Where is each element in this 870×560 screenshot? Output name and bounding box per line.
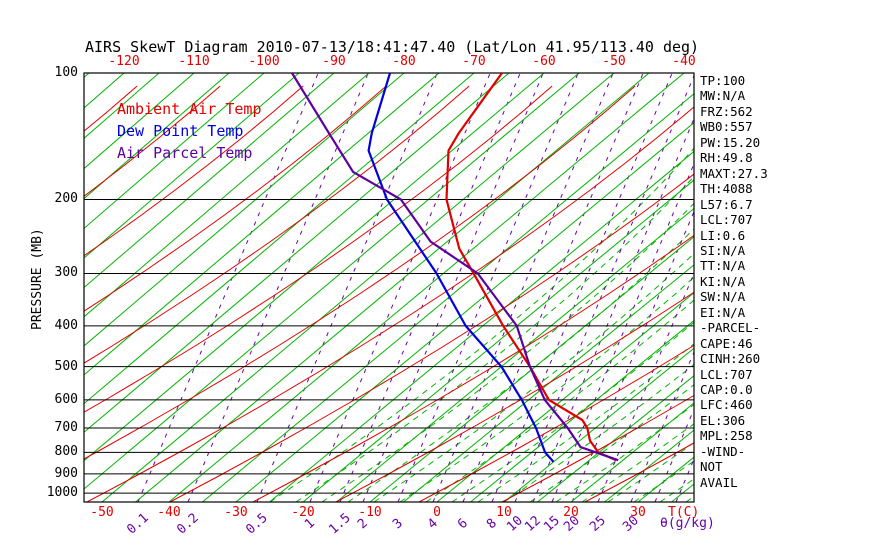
parcel-temp-curve [291,73,619,462]
stat--parcel-: -PARCEL- [700,320,761,336]
pressure-tick-1000: 1000 [46,485,78,501]
pressure-tick-500: 500 [54,358,78,374]
stat-tt-n-a: TT:N/A [700,258,746,274]
stat--wind-: -WIND- [700,443,746,459]
stat-lcl-707: LCL:707 [700,212,753,228]
stat-avail: AVAIL [700,474,738,490]
stat-cape-46: CAPE:46 [700,335,753,351]
stat-cinh-260: CINH:260 [700,351,761,367]
ambient-temp-curve [445,73,617,462]
bottom-temp-tick-20: 20 [563,505,579,520]
legend-parcel: Air Parcel Temp [117,144,253,162]
pressure-tick-300: 300 [54,265,78,281]
stat-li-0-6: LI:0.6 [700,227,746,243]
stat-wb0-557: WB0:557 [700,119,753,135]
bottom-temp-tick--40: -40 [157,505,181,520]
pressure-tick-100: 100 [54,65,78,80]
mixing-unit-label: θ(g/kg) [660,516,715,531]
stat-frz-562: FRZ:562 [700,103,753,119]
stat-si-n-a: SI:N/A [700,242,746,258]
pressure-tick-800: 800 [54,444,78,460]
stat-lcl-707: LCL:707 [700,366,753,382]
bottom-temp-tick-10: 10 [496,505,512,520]
top-temp-tick--60: -60 [532,54,556,69]
top-temp-tick--40: -40 [672,54,696,69]
top-temp-tick--120: -120 [108,54,140,69]
pressure-tick-900: 900 [54,465,78,481]
pressure-tick-600: 600 [54,391,78,407]
stat-mw-n-a: MW:N/A [700,88,746,104]
stat-ei-n-a: EI:N/A [700,304,746,320]
stat-l57-6-7: L57:6.7 [700,196,753,212]
top-temp-tick--90: -90 [322,54,346,69]
dry-adiabat-grid [84,85,694,502]
top-temp-tick--50: -50 [602,54,626,69]
sounding-curves [291,73,619,463]
stat-th-4088: TH:4088 [700,181,753,197]
stat-el-306: EL:306 [700,412,746,428]
stat-mpl-258: MPL:258 [700,428,753,444]
stat-maxt-27-3: MAXT:27.3 [700,165,768,181]
pressure-gridlines [84,198,694,494]
pressure-tick-700: 700 [54,420,78,436]
top-temp-tick--80: -80 [392,54,416,69]
top-temp-tick--110: -110 [178,54,210,69]
stat-not: NOT [700,459,723,475]
bottom-temp-tick-30: 30 [630,505,646,520]
bottom-temp-tick-0: 0 [433,505,441,520]
bottom-temp-tick--20: -20 [291,505,315,520]
stat-ki-n-a: KI:N/A [700,273,746,289]
dewpoint-curve [367,73,555,463]
pressure-tick-200: 200 [54,191,78,207]
bottom-temp-tick--30: -30 [224,505,248,520]
stat-cap-0-0: CAP:0.0 [700,382,753,397]
legend-ambient: Ambient Air Temp [117,100,262,118]
pressure-tick-400: 400 [54,317,78,333]
legend-dewpoint: Dew Point Temp [117,122,244,140]
chart-title: AIRS SkewT Diagram 2010-07-13/18:41:47.4… [85,38,700,56]
top-temp-tick--100: -100 [248,54,280,69]
stat-tp-100: TP:100 [700,73,746,88]
stat-sw-n-a: SW:N/A [700,289,746,305]
stat-rh-49-8: RH:49.8 [700,150,753,166]
temp-unit-label: T(C) [668,505,700,520]
bottom-temp-tick--50: -50 [90,505,114,520]
bottom-temp-tick--10: -10 [358,505,382,520]
top-temp-tick--70: -70 [462,54,486,69]
pressure-axis-label: PRESSURE (MB) [30,228,45,330]
stat-lfc-460: LFC:460 [700,397,753,413]
stat-pw-15-20: PW:15.20 [700,134,761,150]
